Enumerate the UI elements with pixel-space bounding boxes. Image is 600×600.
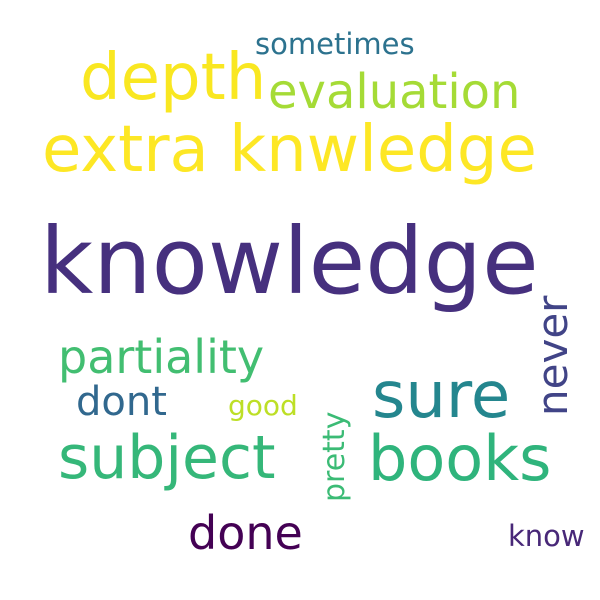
word-evaluation: evaluation	[268, 64, 521, 120]
word-done: done	[188, 506, 303, 560]
word-knowledge: knowledge	[40, 208, 539, 315]
word-sometimes: sometimes	[255, 27, 415, 61]
word-never: never	[528, 295, 577, 416]
word-know: know	[508, 519, 585, 553]
word-good: good	[228, 389, 298, 422]
word-books: books	[368, 422, 552, 495]
word-pretty: pretty	[317, 411, 352, 502]
word-dont: dont	[76, 379, 167, 425]
word-sure: sure	[372, 359, 511, 433]
word-partiality: partiality	[58, 330, 265, 384]
word-subject: subject	[58, 423, 276, 493]
word-depth: depth	[80, 41, 267, 115]
word-extra-knwledge: extra knwledge	[42, 113, 537, 187]
